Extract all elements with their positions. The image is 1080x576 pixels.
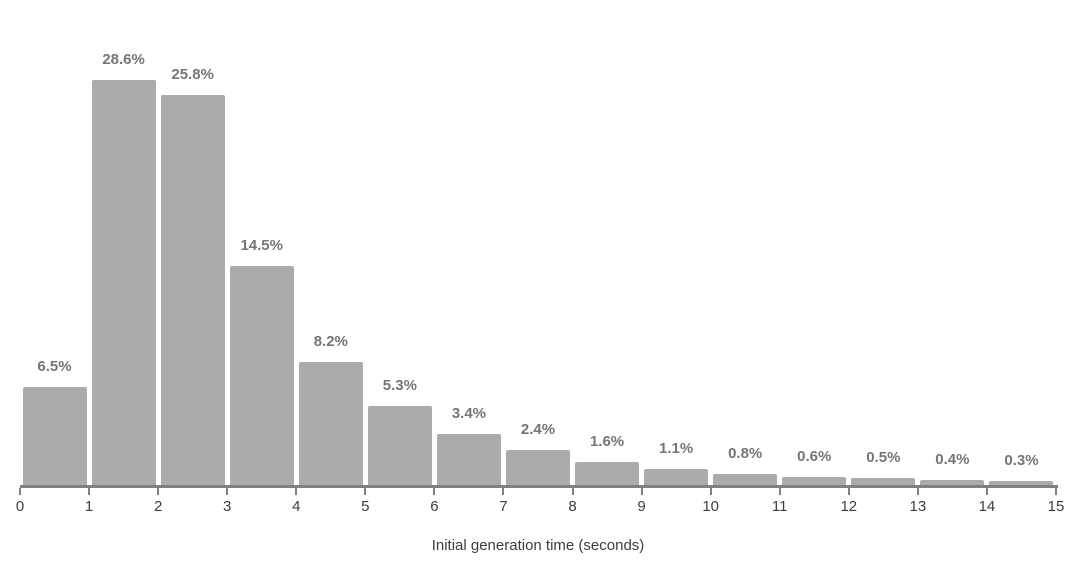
bar-value-label: 6.5%: [37, 358, 72, 376]
histogram-bar: [782, 476, 847, 486]
x-axis-tick-labels: 0 1 2 3 4 5 6 7 8 9 10 11 12 13 14 15: [16, 498, 1065, 516]
x-axis-tick-mark: [847, 488, 850, 495]
x-axis-tick-mark: [709, 488, 712, 495]
x-axis-tick-label: 12: [840, 498, 858, 515]
x-axis-tick-label: 8: [568, 498, 577, 515]
x-axis-tick-mark: [916, 488, 919, 495]
histogram-bar: [644, 469, 709, 486]
x-axis-tick-mark: [778, 488, 781, 495]
x-axis-tick-label: 14: [978, 498, 996, 515]
x-axis-tick-label: 3: [223, 498, 232, 515]
x-axis-tick-mark: [88, 488, 91, 495]
x-axis-tick-label: 11: [771, 498, 788, 515]
x-axis-tick-label: 2: [153, 498, 163, 515]
bar-slot: 0.8%: [711, 52, 780, 486]
x-axis-ticks: [19, 488, 1057, 496]
x-axis-tick-mark: [157, 488, 160, 495]
x-axis-tick-label: 15: [1047, 498, 1065, 515]
bar-value-label: 0.8%: [728, 444, 763, 462]
x-axis-tick-mark: [1055, 488, 1057, 495]
bar-value-label: 0.3%: [1004, 452, 1039, 470]
bar-slot: 28.6%: [89, 52, 158, 486]
plot-area: 6.5% 28.6% 25.8% 14.5% 8.2% 5.3% 3.4% 2.4% 1.6% 1…: [20, 52, 1056, 486]
x-axis-tick-label: 6: [430, 498, 439, 515]
bar-value-label: 28.6%: [102, 51, 145, 68]
x-axis-title: Initial generation time (seconds): [431, 537, 645, 554]
x-axis-tick-label: 1: [84, 498, 94, 515]
x-axis-tick-label: 13: [909, 498, 927, 515]
bar-slot: 2.4%: [503, 52, 572, 486]
histogram-bar: [91, 80, 156, 486]
x-axis-tick-label: 7: [499, 498, 508, 515]
histogram-bar: [229, 265, 294, 486]
x-axis-tick-mark: [502, 488, 505, 495]
bar-value-label: 3.4%: [451, 405, 487, 423]
histogram-bar: [298, 361, 363, 486]
x-axis-tick-mark: [571, 488, 574, 495]
bar-value-label: 5.3%: [382, 376, 417, 394]
bar-slot: 5.3%: [365, 52, 434, 486]
x-axis-tick-label: 5: [361, 498, 370, 515]
bar-slot: 1.6%: [573, 52, 642, 486]
histogram-bar: [505, 449, 571, 486]
bar-slot: 0.3%: [987, 52, 1056, 486]
bar-slot: 8.2%: [296, 52, 365, 486]
histogram-bar: [851, 478, 916, 486]
bar-value-label: 0.6%: [797, 447, 832, 465]
bar-value-label: 0.5%: [866, 449, 901, 467]
x-axis-tick-mark: [295, 488, 298, 495]
histogram-bar: [367, 405, 432, 486]
bar-value-label: 8.2%: [313, 332, 348, 350]
bar-slot: 25.8%: [158, 52, 227, 486]
x-axis-line: [20, 485, 1058, 488]
bar-slot: 0.5%: [849, 52, 918, 486]
histogram-bar: [713, 473, 778, 486]
histogram-bar: [920, 479, 985, 486]
x-axis-tick-label: 9: [637, 498, 646, 515]
x-axis-tick-mark: [640, 488, 643, 495]
bar-slot: 0.4%: [918, 52, 987, 486]
bar-value-label: 2.4%: [520, 420, 556, 438]
bar-slot: 14.5%: [227, 52, 296, 486]
x-axis-tick-label: 4: [292, 498, 301, 515]
x-axis-tick-label: 0: [15, 498, 25, 515]
bar-slot: 1.1%: [642, 52, 711, 486]
bar-value-label: 0.4%: [935, 450, 970, 468]
x-axis-tick-mark: [985, 488, 988, 495]
histogram-bar: [436, 434, 501, 486]
x-axis-tick-mark: [226, 488, 229, 495]
bar-slot: 0.6%: [780, 52, 849, 486]
bar-value-label: 14.5%: [240, 236, 283, 254]
x-axis-tick-mark: [433, 488, 436, 495]
histogram-bar: [160, 94, 225, 486]
histogram-bar: [989, 481, 1054, 486]
x-axis-tick-label: 10: [702, 498, 719, 515]
bar-value-label: 1.6%: [589, 432, 625, 450]
x-axis-tick-mark: [19, 488, 21, 495]
bar-value-label: 25.8%: [171, 65, 214, 83]
histogram-bar: [22, 387, 87, 486]
bar-value-label: 1.1%: [659, 440, 694, 458]
bar-slot: 3.4%: [434, 52, 503, 486]
bar-slot: 6.5%: [20, 52, 89, 486]
x-axis-tick-mark: [364, 488, 367, 495]
histogram-bar: [575, 461, 640, 486]
